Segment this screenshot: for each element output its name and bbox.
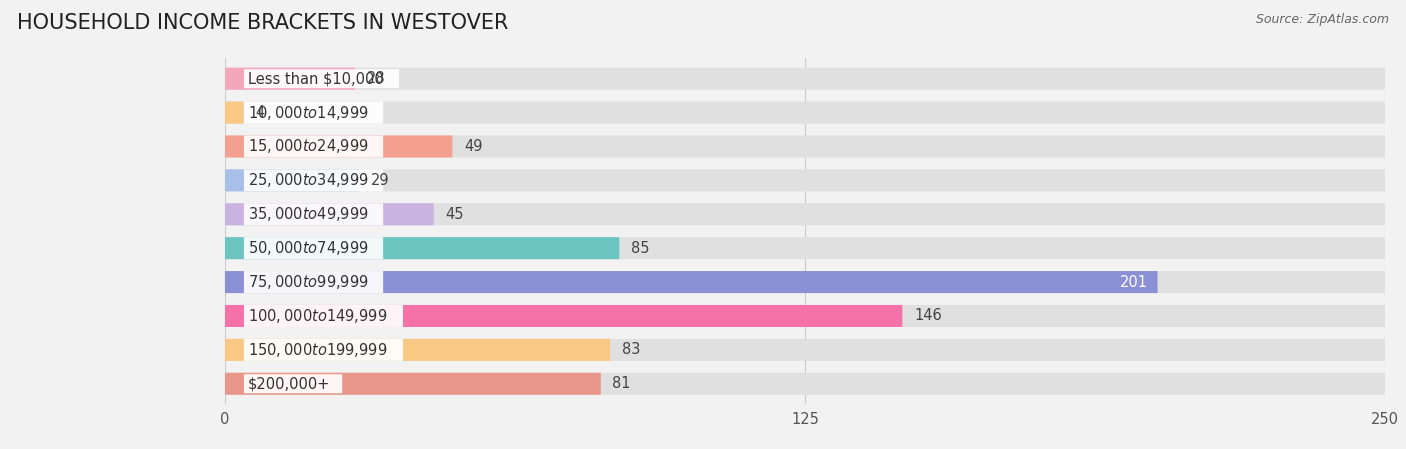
FancyBboxPatch shape bbox=[243, 339, 404, 361]
FancyBboxPatch shape bbox=[243, 69, 399, 88]
Text: $150,000 to $199,999: $150,000 to $199,999 bbox=[249, 341, 388, 359]
FancyBboxPatch shape bbox=[243, 374, 342, 393]
Text: $50,000 to $74,999: $50,000 to $74,999 bbox=[249, 239, 368, 257]
Text: 85: 85 bbox=[631, 241, 650, 255]
FancyBboxPatch shape bbox=[243, 305, 404, 327]
FancyBboxPatch shape bbox=[225, 203, 1385, 225]
FancyBboxPatch shape bbox=[243, 237, 384, 259]
FancyBboxPatch shape bbox=[225, 271, 1385, 293]
FancyBboxPatch shape bbox=[225, 373, 600, 395]
Text: 201: 201 bbox=[1121, 275, 1149, 290]
Text: $15,000 to $24,999: $15,000 to $24,999 bbox=[249, 137, 368, 155]
FancyBboxPatch shape bbox=[225, 305, 1385, 327]
FancyBboxPatch shape bbox=[243, 169, 384, 191]
Text: $200,000+: $200,000+ bbox=[249, 376, 330, 391]
FancyBboxPatch shape bbox=[225, 203, 433, 225]
FancyBboxPatch shape bbox=[243, 136, 384, 158]
Text: Less than $10,000: Less than $10,000 bbox=[249, 71, 384, 86]
Text: Source: ZipAtlas.com: Source: ZipAtlas.com bbox=[1256, 13, 1389, 26]
FancyBboxPatch shape bbox=[225, 305, 903, 327]
FancyBboxPatch shape bbox=[225, 136, 453, 158]
FancyBboxPatch shape bbox=[243, 271, 384, 293]
Text: 49: 49 bbox=[464, 139, 482, 154]
FancyBboxPatch shape bbox=[225, 237, 620, 259]
FancyBboxPatch shape bbox=[225, 68, 1385, 90]
FancyBboxPatch shape bbox=[243, 101, 384, 123]
Text: $75,000 to $99,999: $75,000 to $99,999 bbox=[249, 273, 368, 291]
Text: HOUSEHOLD INCOME BRACKETS IN WESTOVER: HOUSEHOLD INCOME BRACKETS IN WESTOVER bbox=[17, 13, 508, 34]
Text: $100,000 to $149,999: $100,000 to $149,999 bbox=[249, 307, 388, 325]
FancyBboxPatch shape bbox=[225, 169, 360, 191]
FancyBboxPatch shape bbox=[225, 271, 1157, 293]
FancyBboxPatch shape bbox=[225, 101, 1385, 123]
FancyBboxPatch shape bbox=[225, 339, 1385, 361]
FancyBboxPatch shape bbox=[225, 101, 243, 123]
FancyBboxPatch shape bbox=[225, 68, 354, 90]
FancyBboxPatch shape bbox=[225, 237, 1385, 259]
Text: 45: 45 bbox=[446, 207, 464, 222]
FancyBboxPatch shape bbox=[243, 203, 384, 225]
Text: 146: 146 bbox=[914, 308, 942, 323]
Text: $25,000 to $34,999: $25,000 to $34,999 bbox=[249, 172, 368, 189]
Text: 83: 83 bbox=[621, 343, 640, 357]
Text: $35,000 to $49,999: $35,000 to $49,999 bbox=[249, 205, 368, 223]
Text: 28: 28 bbox=[367, 71, 385, 86]
Text: 81: 81 bbox=[613, 376, 631, 391]
FancyBboxPatch shape bbox=[225, 169, 1385, 191]
FancyBboxPatch shape bbox=[225, 339, 610, 361]
FancyBboxPatch shape bbox=[225, 136, 1385, 158]
Text: 4: 4 bbox=[254, 105, 264, 120]
Text: $10,000 to $14,999: $10,000 to $14,999 bbox=[249, 104, 368, 122]
Text: 29: 29 bbox=[371, 173, 389, 188]
FancyBboxPatch shape bbox=[225, 373, 1385, 395]
